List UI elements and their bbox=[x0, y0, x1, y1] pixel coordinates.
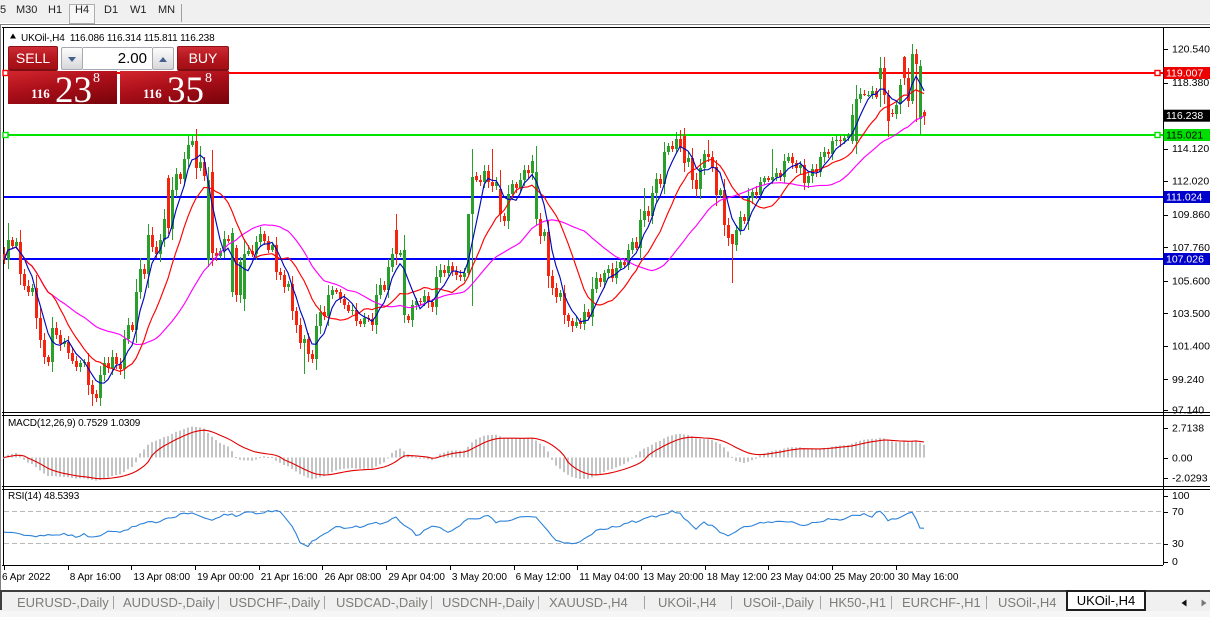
svg-text:112.020: 112.020 bbox=[1172, 176, 1209, 188]
svg-text:19 Apr 00:00: 19 Apr 00:00 bbox=[197, 572, 254, 583]
svg-text:30: 30 bbox=[1172, 538, 1184, 550]
svg-text:114.120: 114.120 bbox=[1172, 143, 1209, 155]
svg-text:25 May 20:00: 25 May 20:00 bbox=[834, 572, 895, 583]
svg-text:6 Apr 2022: 6 Apr 2022 bbox=[2, 572, 51, 583]
svg-text:111.024: 111.024 bbox=[1166, 192, 1203, 204]
svg-text:2.7138: 2.7138 bbox=[1172, 423, 1204, 435]
svg-text:18 May 12:00: 18 May 12:00 bbox=[707, 572, 768, 583]
svg-text:11 May 04:00: 11 May 04:00 bbox=[579, 572, 639, 583]
svg-text:21 Apr 16:00: 21 Apr 16:00 bbox=[261, 572, 318, 583]
svg-text:MACD(12,26,9) 0.7529 1.0309: MACD(12,26,9) 0.7529 1.0309 bbox=[8, 418, 141, 429]
svg-text:107.026: 107.026 bbox=[1166, 254, 1204, 266]
svg-text:120.540: 120.540 bbox=[1172, 44, 1210, 56]
svg-text:119.007: 119.007 bbox=[1166, 68, 1203, 80]
svg-text:107.760: 107.760 bbox=[1172, 242, 1210, 254]
svg-text:99.240: 99.240 bbox=[1172, 374, 1204, 386]
svg-text:100: 100 bbox=[1172, 490, 1190, 502]
svg-text:26 Apr 08:00: 26 Apr 08:00 bbox=[325, 572, 382, 583]
svg-text:103.500: 103.500 bbox=[1172, 308, 1210, 320]
svg-text:13 May 20:00: 13 May 20:00 bbox=[643, 572, 704, 583]
svg-text:29 Apr 04:00: 29 Apr 04:00 bbox=[388, 572, 445, 583]
svg-text:8 Apr 16:00: 8 Apr 16:00 bbox=[70, 572, 122, 583]
svg-text:97.140: 97.140 bbox=[1172, 404, 1204, 416]
svg-text:23 May 04:00: 23 May 04:00 bbox=[770, 572, 831, 583]
svg-text:UKOil-,H4 116.086 116.314 115: UKOil-,H4 116.086 116.314 115.811 116.23… bbox=[21, 33, 215, 44]
svg-text:0: 0 bbox=[1172, 556, 1178, 568]
svg-text:105.600: 105.600 bbox=[1172, 275, 1210, 287]
svg-text:116.238: 116.238 bbox=[1166, 110, 1203, 122]
svg-text:101.400: 101.400 bbox=[1172, 340, 1210, 352]
svg-text:13 Apr 08:00: 13 Apr 08:00 bbox=[133, 572, 190, 583]
svg-text:-2.0293: -2.0293 bbox=[1172, 473, 1208, 485]
svg-text:30 May 16:00: 30 May 16:00 bbox=[898, 572, 959, 583]
svg-text:3 May 20:00: 3 May 20:00 bbox=[452, 572, 507, 583]
svg-text:6 May 12:00: 6 May 12:00 bbox=[516, 572, 571, 583]
svg-text:RSI(14) 48.5393: RSI(14) 48.5393 bbox=[8, 491, 80, 502]
svg-text:0.00: 0.00 bbox=[1172, 453, 1193, 465]
svg-text:109.860: 109.860 bbox=[1172, 209, 1210, 221]
svg-text:70: 70 bbox=[1172, 506, 1184, 518]
svg-text:115.021: 115.021 bbox=[1166, 130, 1203, 142]
